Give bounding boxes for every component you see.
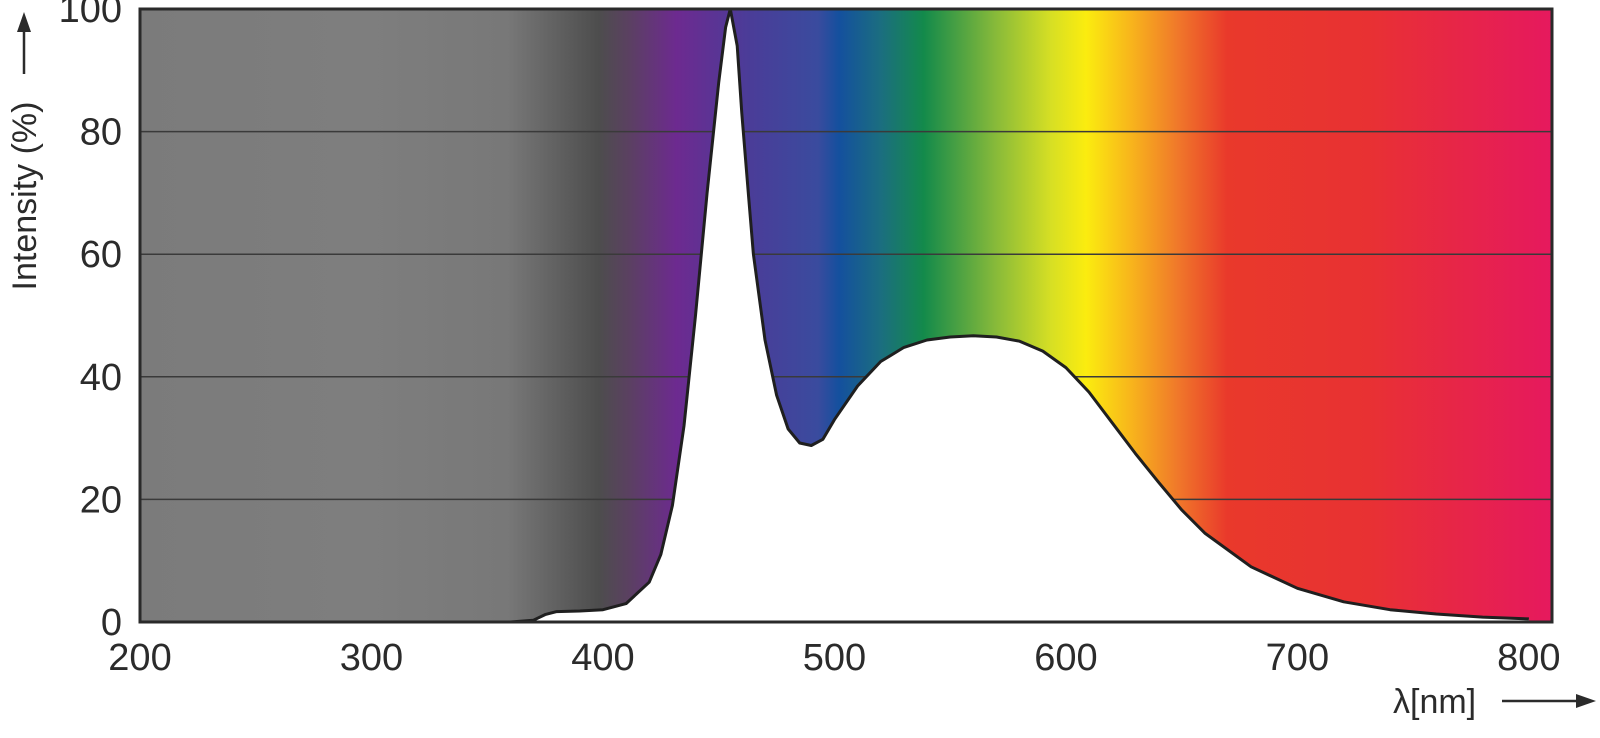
grid-lines — [140, 130, 1552, 501]
x-tick-label: 400 — [571, 637, 634, 679]
y-tick-labels: 0 20 40 60 80 100 — [59, 0, 122, 644]
x-tick-label: 700 — [1266, 637, 1329, 679]
x-tick-label: 600 — [1034, 637, 1097, 679]
plot-frame — [138, 7, 1554, 624]
y-tick-label: 0 — [101, 602, 122, 644]
y-axis-arrow-icon — [17, 12, 31, 74]
x-axis-arrow-icon — [1502, 694, 1596, 708]
x-tick-label: 200 — [108, 637, 171, 679]
intensity-curve — [140, 7, 1529, 624]
x-tick-labels: 200 300 400 500 600 700 800 — [108, 637, 1560, 679]
y-tick-label: 100 — [59, 0, 122, 31]
x-tick-label: 500 — [803, 637, 866, 679]
x-tick-label: 300 — [340, 637, 403, 679]
x-tick-label: 800 — [1497, 637, 1560, 679]
y-axis-label: Intensity (%) — [6, 102, 44, 291]
y-tick-label: 80 — [80, 112, 122, 154]
y-tick-label: 20 — [80, 479, 122, 521]
x-axis-label: λ[nm] — [1393, 683, 1476, 721]
y-tick-label: 60 — [80, 234, 122, 276]
y-tick-label: 40 — [80, 357, 122, 399]
intensity-area — [140, 9, 1529, 622]
